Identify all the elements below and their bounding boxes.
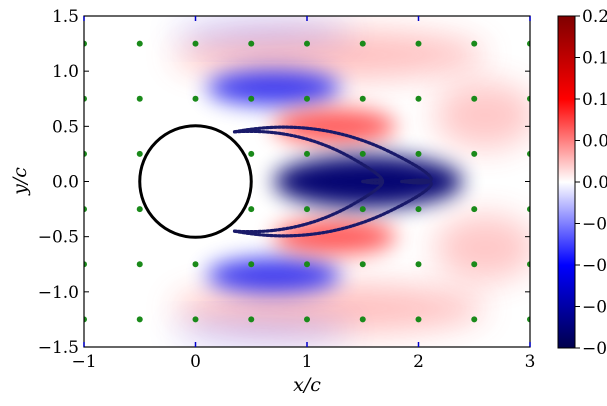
sensor-point <box>471 95 478 102</box>
y-tick-label: 1.5 <box>52 7 79 27</box>
sensor-point <box>136 316 143 323</box>
sensor-point <box>304 261 310 268</box>
sensor-point <box>527 316 530 323</box>
vorticity-faint-band <box>173 317 352 344</box>
y-tick-label: −0.5 <box>38 228 79 248</box>
sensor-point <box>359 95 366 102</box>
sensor-point <box>415 206 422 213</box>
separation-curves <box>232 125 433 238</box>
sensor-point <box>192 316 199 323</box>
sensor-point <box>415 316 422 323</box>
y-axis-label: y/c <box>9 167 31 196</box>
y-axis-ticks: −1.5 −1.0 −0.5 0.0 0.5 1.0 1.5 <box>38 7 530 358</box>
sensor-point <box>527 261 530 268</box>
sensor-point <box>415 40 422 47</box>
sensor-point <box>84 150 87 157</box>
sensor-point <box>136 40 143 47</box>
sensor-point <box>84 40 87 47</box>
sensor-point <box>248 95 255 102</box>
sensor-point <box>136 95 143 102</box>
sensor-point <box>136 261 143 268</box>
sensor-point <box>84 261 87 268</box>
sensor-point <box>84 95 87 102</box>
colorbar-tick-label: 0.2 <box>582 7 607 27</box>
y-tick-label: 0.5 <box>52 117 79 137</box>
sensor-point <box>304 316 310 323</box>
sensor-point <box>192 95 199 102</box>
sensor-point <box>471 206 478 213</box>
sensor-point <box>359 261 366 268</box>
sensor-point <box>192 40 199 47</box>
sensor-point <box>359 40 366 47</box>
sensor-point <box>471 40 478 47</box>
x-axis-ticks: −1 0 1 2 3 <box>71 16 535 372</box>
sensor-point <box>304 150 310 157</box>
colorbar-tick-label: −0 <box>582 256 607 276</box>
vorticity-faint-band <box>435 214 530 281</box>
sensor-point <box>248 206 255 213</box>
x-tick-label: 1 <box>302 352 313 372</box>
vorticity-band-negative <box>206 70 341 106</box>
x-tick-label: 3 <box>525 352 536 372</box>
sensor-point <box>136 206 143 213</box>
sensor-point <box>304 206 310 213</box>
vorticity-faint-band <box>173 19 352 46</box>
vorticity-band-positive <box>273 108 397 144</box>
sensor-point <box>248 40 255 47</box>
sensor-point <box>84 316 87 323</box>
sensor-point <box>527 206 530 213</box>
colorbar-tick-label: 0.0 <box>582 132 607 152</box>
sensor-point <box>471 316 478 323</box>
sensor-point <box>471 150 478 157</box>
separation-curve <box>232 178 385 234</box>
y-tick-label: 1.0 <box>52 62 79 82</box>
colorbar-tick-label: −0 <box>582 215 607 235</box>
colorbar-tick-label: 0.1 <box>582 90 607 110</box>
sensor-point <box>359 316 366 323</box>
y-tick-label: 0.0 <box>52 173 79 193</box>
y-tick-label: −1.5 <box>38 338 79 358</box>
vorticity-band-positive <box>273 219 397 255</box>
y-tick-label: −1.0 <box>38 283 79 303</box>
sensor-point <box>471 261 478 268</box>
sensor-point <box>415 95 422 102</box>
x-tick-label: −1 <box>71 352 96 372</box>
vorticity-field <box>173 19 530 344</box>
sensor-point <box>248 150 255 157</box>
sensor-point <box>248 261 255 268</box>
sensor-point <box>527 150 530 157</box>
x-tick-label: 2 <box>413 352 424 372</box>
cylinder-body <box>138 124 253 239</box>
sensor-point <box>527 95 530 102</box>
sensor-point <box>415 261 422 268</box>
colorbar-tick-label: 0.0 <box>582 173 607 193</box>
vorticity-faint-band <box>435 82 530 149</box>
sensor-point <box>136 150 143 157</box>
sensor-point <box>359 206 366 213</box>
colorbar-tick-label: 0.1 <box>582 49 607 69</box>
plot-area <box>84 16 530 347</box>
sensor-point <box>415 150 422 157</box>
sensor-point <box>248 316 255 323</box>
x-tick-label: 0 <box>190 352 201 372</box>
colorbar-ticks: 0.2 0.1 0.1 0.0 0.0 −0 −0 −0 −0 <box>575 7 607 359</box>
vorticity-band-negative <box>206 257 341 293</box>
colorbar <box>557 15 576 349</box>
sensor-point <box>359 150 366 157</box>
sensor-point <box>84 206 87 213</box>
sensor-point <box>527 40 530 47</box>
colorbar-tick-label: −0 <box>582 339 607 359</box>
colorbar-tick-label: −0 <box>582 298 607 318</box>
separation-curve <box>232 178 433 238</box>
sensor-point <box>192 261 199 268</box>
x-axis-label: x/c <box>293 374 321 396</box>
sensor-point <box>304 40 310 47</box>
sensor-point <box>304 95 310 102</box>
